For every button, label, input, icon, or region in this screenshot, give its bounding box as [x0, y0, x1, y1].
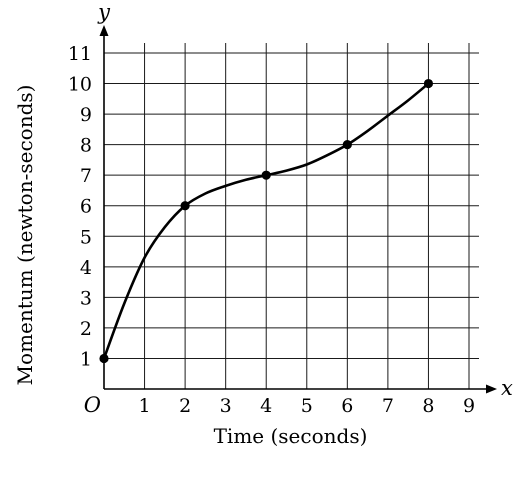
x-axis-symbol: x	[501, 376, 513, 400]
data-point	[261, 170, 271, 180]
x-tick-label: 5	[301, 395, 313, 417]
data-point	[99, 353, 109, 364]
x-axis-title: Time (seconds)	[214, 424, 368, 448]
x-axis-arrowhead	[486, 384, 497, 394]
y-tick-label: 9	[80, 104, 92, 126]
y-tick-label: 7	[80, 165, 92, 187]
y-axis-title: Momentum (newton-seconds)	[13, 85, 37, 386]
y-tick-label: 5	[80, 226, 92, 248]
y-tick-label: 2	[80, 318, 92, 340]
x-tick-label: 3	[220, 395, 232, 417]
x-tick-label: 1	[139, 395, 151, 417]
x-tick-label: 4	[260, 395, 272, 417]
data-point	[180, 201, 190, 211]
data-point	[342, 140, 352, 150]
y-tick-label: 1	[80, 348, 92, 370]
x-tick-label: 8	[422, 395, 434, 417]
x-tick-label: 6	[341, 395, 353, 417]
series-layer	[99, 78, 434, 364]
x-tick-labels: 1 2 3 4 5 6 7 8 9	[139, 395, 476, 417]
x-tick-label: 2	[179, 395, 191, 417]
y-tick-labels: 1 2 3 4 5 6 7 8 9 10 11	[68, 43, 92, 370]
y-tick-label: 10	[68, 74, 92, 96]
y-axis-arrowhead	[99, 25, 109, 36]
axes	[99, 25, 497, 394]
y-tick-label: 6	[80, 196, 92, 218]
y-tick-label: 11	[68, 43, 92, 65]
y-tick-label: 4	[80, 257, 92, 279]
data-point	[423, 78, 434, 89]
y-axis-symbol: y	[97, 0, 111, 24]
grid	[104, 43, 479, 389]
x-tick-label: 9	[463, 395, 475, 417]
origin-label: O	[84, 393, 101, 417]
y-tick-label: 8	[80, 135, 92, 157]
y-tick-label: 3	[80, 287, 92, 309]
x-tick-label: 7	[382, 395, 394, 417]
